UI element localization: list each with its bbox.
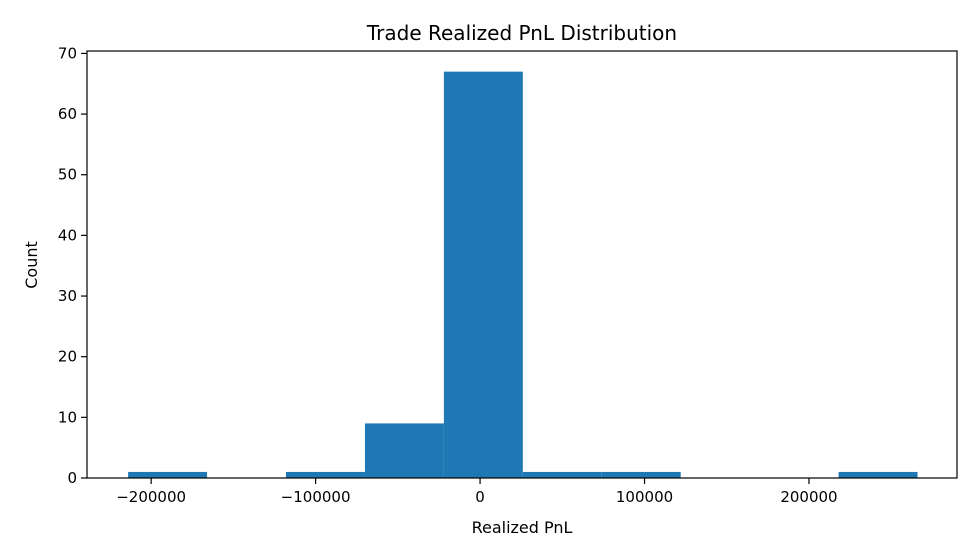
histogram-bars [128,71,918,478]
y-axis-label: Count [22,241,41,289]
y-axis-ticks: 0 10 20 30 40 50 60 70 [58,44,87,487]
y-tick-label: 70 [58,44,77,62]
x-tick-label: 200000 [780,488,837,506]
histogram-bar-9 [838,471,918,478]
y-tick-label: 50 [58,166,77,184]
y-tick-label: 60 [58,105,77,123]
histogram-bar-6 [601,471,681,478]
histogram-bar-2 [285,471,365,478]
x-tick-label: 0 [475,488,485,506]
y-tick-label: 30 [58,287,77,305]
histogram-bar-5 [522,471,602,478]
histogram-bar-3 [364,423,444,478]
x-axis-ticks: −200000 −100000 0 100000 200000 [116,478,838,506]
x-tick-label: −100000 [281,488,351,506]
y-tick-label: 40 [58,226,77,244]
y-tick-label: 20 [58,348,77,366]
chart-title: Trade Realized PnL Distribution [366,21,677,45]
histogram-bar-0 [128,471,208,478]
x-tick-label: 100000 [616,488,673,506]
x-axis-label: Realized PnL [472,518,573,537]
plot-frame [86,50,958,479]
histogram-bar-4 [443,71,523,478]
x-tick-label: −200000 [116,488,186,506]
y-tick-label: 0 [67,469,77,487]
y-tick-label: 10 [58,408,77,426]
